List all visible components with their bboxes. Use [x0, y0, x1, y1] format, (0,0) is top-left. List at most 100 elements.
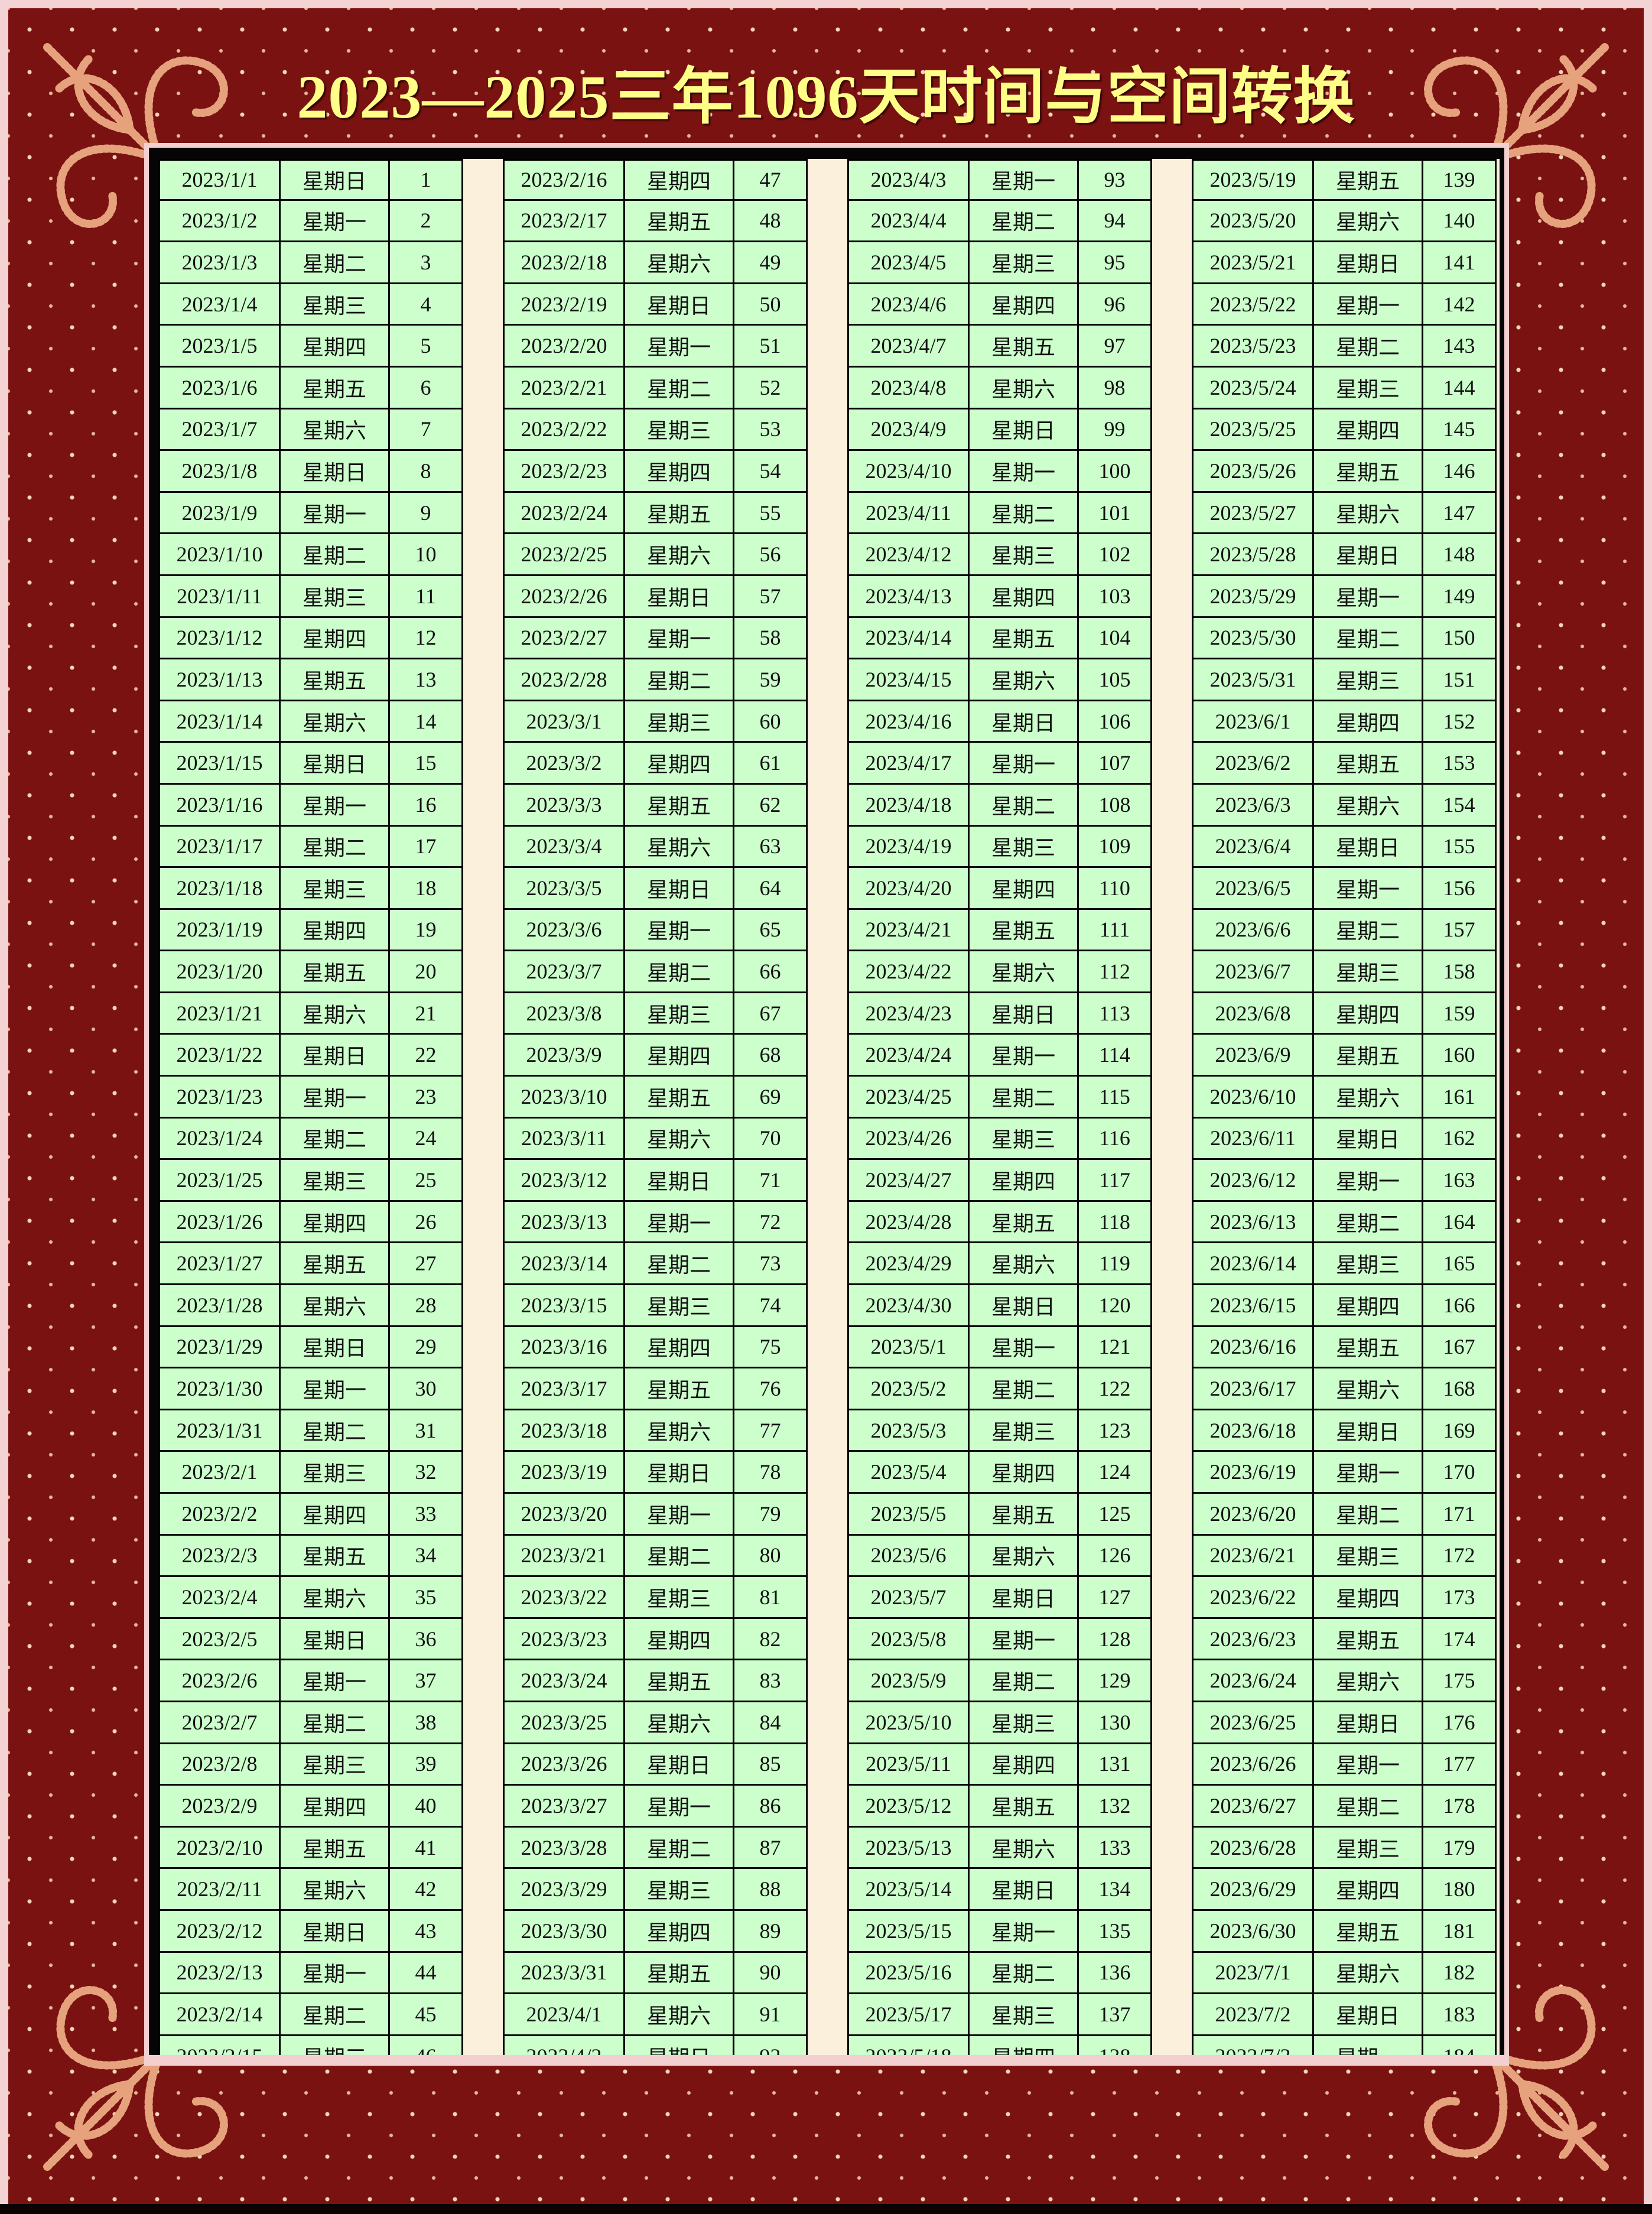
table-row: 2023/4/14 星期五 104	[847, 617, 1152, 660]
weekday-cell: 星期日	[1314, 1118, 1423, 1160]
weekday-cell: 星期六	[281, 993, 390, 1035]
date-cell: 2023/6/13	[1192, 1201, 1314, 1244]
table-row: 2023/3/15 星期三 74	[503, 1285, 808, 1327]
table-row: 2023/4/5 星期三 95	[847, 242, 1152, 284]
date-cell: 2023/6/4	[1192, 826, 1314, 869]
weekday-cell: 星期二	[1314, 1201, 1423, 1244]
weekday-cell: 星期日	[1314, 242, 1423, 284]
day-number-cell: 144	[1423, 367, 1497, 409]
table-row: 2023/6/1 星期四 152	[1192, 701, 1497, 743]
weekday-cell: 星期五	[970, 1786, 1079, 1828]
weekday-cell: 星期一	[970, 1618, 1079, 1661]
day-number-cell: 81	[734, 1577, 808, 1619]
table-row: 2023/3/7 星期二 66	[503, 951, 808, 993]
weekday-cell: 星期四	[970, 1744, 1079, 1786]
weekday-cell: 星期六	[625, 1118, 734, 1160]
weekday-cell: 星期五	[625, 1368, 734, 1410]
weekday-cell: 星期四	[1314, 409, 1423, 451]
table-row: 2023/5/1 星期一 121	[847, 1327, 1152, 1369]
weekday-cell: 星期四	[281, 1786, 390, 1828]
table-row: 2023/4/29 星期六 119	[847, 1243, 1152, 1286]
date-cell: 2023/5/15	[847, 1910, 970, 1953]
date-cell: 2023/5/17	[847, 1994, 970, 2036]
weekday-cell: 星期一	[970, 1327, 1079, 1369]
day-number-cell: 42	[390, 1869, 463, 1911]
date-cell: 2023/5/1	[847, 1327, 970, 1369]
date-cell: 2023/3/11	[503, 1118, 625, 1160]
date-column-1: 2023/1/1 星期日 1 2023/1/2 星期一 2 2023/1/3 星期二 3 2023…	[158, 159, 463, 2055]
weekday-cell: 星期三	[970, 1410, 1079, 1452]
table-row: 2023/2/16 星期四 47	[503, 159, 808, 201]
day-number-cell: 4	[390, 284, 463, 326]
date-cell: 2023/1/14	[158, 701, 281, 743]
weekday-cell: 星期一	[625, 1494, 734, 1536]
weekday-cell: 星期二	[625, 659, 734, 701]
date-cell: 2023/5/16	[847, 1952, 970, 1995]
table-row: 2023/5/20 星期六 140	[1192, 200, 1497, 243]
table-row: 2023/2/12 星期日 43	[158, 1910, 463, 1953]
table-row: 2023/5/28 星期日 148	[1192, 534, 1497, 576]
weekday-cell: 星期三	[281, 1160, 390, 1202]
table-row: 2023/5/14 星期日 134	[847, 1869, 1152, 1911]
weekday-cell: 星期六	[1314, 200, 1423, 243]
table-row: 2023/4/4 星期二 94	[847, 200, 1152, 243]
table-row: 2023/4/26 星期三 116	[847, 1118, 1152, 1160]
date-cell: 2023/5/18	[847, 2036, 970, 2055]
day-number-cell: 88	[734, 1869, 808, 1911]
date-cell: 2023/4/13	[847, 576, 970, 618]
table-row: 2023/6/16 星期五 167	[1192, 1327, 1497, 1369]
weekday-cell: 星期六	[1314, 1952, 1423, 1995]
table-row: 2023/2/18 星期六 49	[503, 242, 808, 284]
day-number-cell: 14	[390, 701, 463, 743]
date-cell: 2023/3/4	[503, 826, 625, 869]
weekday-cell: 星期日	[970, 1285, 1079, 1327]
day-number-cell: 180	[1423, 1869, 1497, 1911]
table-row: 2023/1/26 星期四 26	[158, 1201, 463, 1244]
weekday-cell: 星期四	[625, 1035, 734, 1077]
day-number-cell: 66	[734, 951, 808, 993]
table-row: 2023/1/17 星期二 17	[158, 826, 463, 869]
weekday-cell: 星期六	[1314, 784, 1423, 827]
table-row: 2023/2/1 星期三 32	[158, 1452, 463, 1494]
weekday-cell: 星期四	[281, 909, 390, 952]
date-cell: 2023/2/19	[503, 284, 625, 326]
weekday-cell: 星期一	[625, 1201, 734, 1244]
day-number-cell: 97	[1079, 326, 1152, 368]
weekday-cell: 星期五	[625, 1077, 734, 1119]
date-cell: 2023/2/8	[158, 1744, 281, 1786]
table-row: 2023/3/24 星期五 83	[503, 1660, 808, 1702]
table-row: 2023/2/24 星期五 55	[503, 492, 808, 535]
day-number-cell: 136	[1079, 1952, 1152, 1995]
date-cell: 2023/4/10	[847, 451, 970, 493]
day-number-cell: 157	[1423, 909, 1497, 952]
date-cell: 2023/4/28	[847, 1201, 970, 1244]
date-cell: 2023/4/7	[847, 326, 970, 368]
day-number-cell: 130	[1079, 1702, 1152, 1744]
date-cell: 2023/3/18	[503, 1410, 625, 1452]
date-cell: 2023/1/10	[158, 534, 281, 576]
day-number-cell: 29	[390, 1327, 463, 1369]
day-number-cell: 139	[1423, 159, 1497, 201]
day-number-cell: 109	[1079, 826, 1152, 869]
day-number-cell: 153	[1423, 743, 1497, 785]
date-cell: 2023/3/20	[503, 1494, 625, 1536]
day-number-cell: 67	[734, 993, 808, 1035]
day-number-cell: 168	[1423, 1368, 1497, 1410]
day-number-cell: 100	[1079, 451, 1152, 493]
date-cell: 2023/2/22	[503, 409, 625, 451]
table-row: 2023/2/15星期三46	[158, 2036, 463, 2055]
table-row: 2023/3/10 星期五 69	[503, 1077, 808, 1119]
weekday-cell: 星期四	[625, 743, 734, 785]
date-cell: 2023/1/30	[158, 1368, 281, 1410]
weekday-cell: 星期三	[970, 826, 1079, 869]
date-cell: 2023/5/26	[1192, 451, 1314, 493]
date-cell: 2023/1/28	[158, 1285, 281, 1327]
date-cell: 2023/2/7	[158, 1702, 281, 1744]
date-cell: 2023/2/3	[158, 1535, 281, 1578]
table-row: 2023/1/3 星期二 3	[158, 242, 463, 284]
day-number-cell: 175	[1423, 1660, 1497, 1702]
date-cell: 2023/2/13	[158, 1952, 281, 1995]
table-row: 2023/3/14 星期二 73	[503, 1243, 808, 1286]
table-row: 2023/5/30 星期二 150	[1192, 617, 1497, 660]
day-number-cell: 48	[734, 200, 808, 243]
